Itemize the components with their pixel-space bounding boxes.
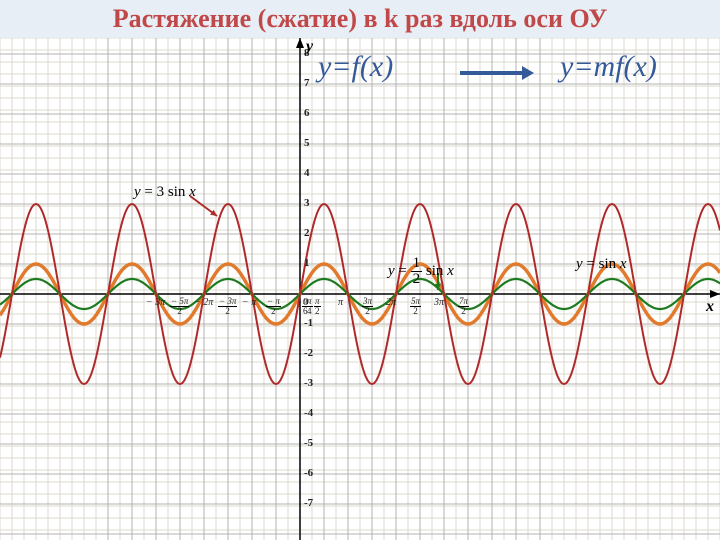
tick-label: -5 [304,437,313,449]
curve-half-sin-label: y = 12 sin x [388,256,454,287]
tick-label: 7 [304,77,310,89]
tick-label: − π 2 [266,297,281,317]
transform-right-label: y=mf(x) [560,50,657,84]
tick-label: π 4 [306,297,313,317]
x-axis-label: x [706,298,714,316]
tick-label: 2 [304,227,310,239]
tick-label: -4 [304,407,313,419]
tick-label: 3π [434,297,444,308]
transform-left-label: y=f(x) [318,50,393,84]
tick-label: − π [242,297,256,308]
chart-area: 0-7-6-5-4-3-2-112345678− 3π − 5π 2− 2π −… [0,38,720,540]
tick-label: − 2π [194,297,213,308]
tick-label: π 2 [314,297,321,317]
chart-overlay: 0-7-6-5-4-3-2-112345678− 3π − 5π 2− 2π −… [0,38,720,540]
transform-arrow-icon [458,62,536,84]
tick-label: 3 [304,197,310,209]
tick-label: -2 [304,347,313,359]
tick-label: 7π 2 [458,297,469,317]
tick-label: -1 [304,317,313,329]
tick-label: − 5π 2 [170,297,189,317]
tick-label: 5π 2 [410,297,421,317]
page-title: Растяжение (сжатие) в k раз вдоль оси ОУ [0,4,720,34]
tick-label: 2π [386,297,396,308]
tick-label: -3 [304,377,313,389]
tick-label: 5 [304,137,310,149]
curve-3sin-label: y = 3 sin x [134,184,196,201]
tick-label: 3π 2 [362,297,373,317]
tick-label: -7 [304,497,313,509]
tick-label: π [338,297,343,308]
tick-label: − 3π [146,297,165,308]
tick-label: -6 [304,467,313,479]
curve-sin-label: y = sin x [576,256,627,273]
tick-label: 4 [304,167,310,179]
tick-label: 6 [304,107,310,119]
tick-label: 1 [304,257,310,269]
y-axis-label: y [306,38,313,56]
tick-label: − 3π 2 [218,297,237,317]
